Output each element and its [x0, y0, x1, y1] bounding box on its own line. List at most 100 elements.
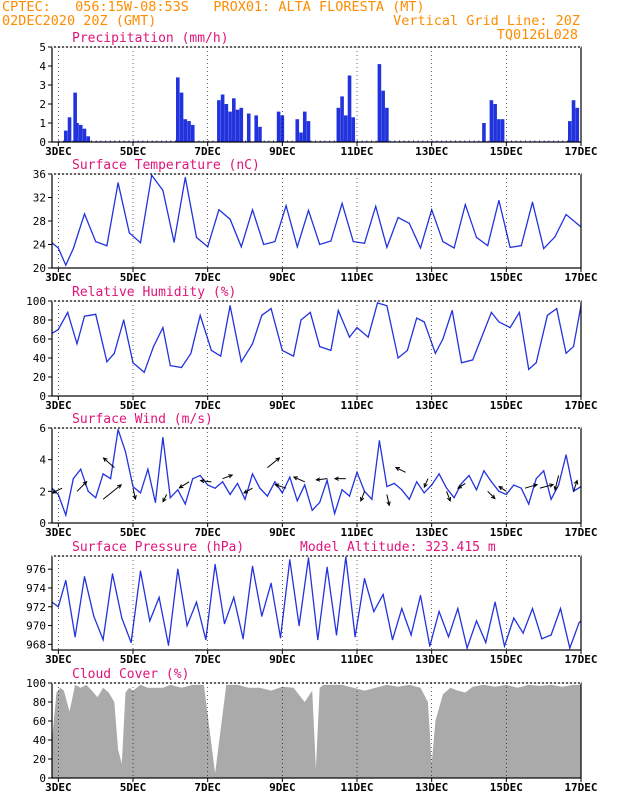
- wind-point: [520, 487, 522, 489]
- wind-point: [296, 500, 298, 502]
- precip-bar: [381, 90, 385, 142]
- wind-arrow: [573, 480, 578, 492]
- temperature-point: [442, 240, 444, 243]
- pressure-point: [83, 576, 86, 578]
- pressure-point: [513, 617, 515, 619]
- humidity-point: [479, 340, 481, 342]
- temperature-point: [375, 205, 377, 207]
- precip-trace-dot: [221, 140, 223, 142]
- x-tick-label: 17DEC: [564, 399, 597, 412]
- precip-bar: [306, 121, 311, 142]
- precip-bar: [86, 136, 91, 142]
- pressure-point: [149, 620, 151, 622]
- panel-title: Precipitation (mm/h): [72, 31, 229, 46]
- y-tick-label: 24: [33, 239, 47, 252]
- y-tick-label: 100: [26, 677, 46, 690]
- wind-point: [229, 493, 231, 496]
- temperature-point: [341, 202, 343, 204]
- precip-bar: [493, 104, 497, 142]
- precip-trace-dot: [417, 140, 419, 142]
- precip-trace-dot: [511, 140, 513, 142]
- humidity-point: [406, 349, 409, 351]
- temperature-point: [218, 209, 220, 211]
- wind-point: [169, 497, 171, 499]
- wind-point: [348, 495, 351, 497]
- wind-arrow-head: [117, 484, 123, 489]
- pressure-point: [335, 634, 338, 636]
- panel-temperature: 20 24 28 32 36 3DEC 5DEC 7DEC 9DEC 11DEC 13DEC 15DE…: [33, 158, 598, 284]
- precip-trace-dot: [408, 140, 410, 142]
- x-tick-label: 13DEC: [415, 271, 448, 284]
- wind-arrow-head: [132, 494, 137, 501]
- precip-trace-dot: [105, 140, 107, 142]
- pressure-point: [158, 596, 160, 598]
- temperature-point: [106, 245, 108, 247]
- wind-arrow: [275, 484, 287, 489]
- y-tick-label: 974: [26, 582, 46, 595]
- wind-arrow: [554, 475, 560, 491]
- x-tick-label: 3DEC: [45, 271, 72, 284]
- precip-trace-dot: [58, 140, 60, 142]
- wind-arrow: [243, 487, 253, 494]
- precip-bar: [500, 119, 505, 142]
- precip-trace-dot: [203, 140, 205, 142]
- pressure-point: [205, 639, 207, 641]
- y-tick-label: 0: [39, 517, 46, 530]
- x-tick-label: 17DEC: [564, 781, 597, 794]
- precip-bar: [299, 132, 303, 142]
- precip-bar: [497, 119, 501, 142]
- panel-frame: [51, 300, 582, 397]
- humidity-point: [416, 317, 418, 319]
- y-tick-label: 5: [39, 41, 46, 54]
- precip-trace-dot: [226, 140, 228, 142]
- humidity-point: [220, 355, 222, 357]
- x-tick-label: 13DEC: [415, 526, 448, 539]
- wind-point: [259, 487, 261, 489]
- precip-trace-dot: [343, 140, 345, 142]
- precip-trace-dot: [501, 140, 503, 142]
- pressure-point: [550, 634, 552, 636]
- precip-trace-dot: [207, 140, 209, 142]
- pressure-point: [494, 601, 496, 603]
- pressure-point: [279, 637, 282, 639]
- wind-point: [162, 436, 164, 439]
- pressure-point: [93, 615, 95, 617]
- precip-trace-dot: [338, 140, 340, 142]
- precip-trace-dot: [156, 140, 158, 142]
- wind-point: [184, 503, 186, 505]
- precip-bar: [344, 115, 348, 142]
- temperature-point: [498, 199, 500, 202]
- wind-arrow-head: [549, 483, 555, 488]
- header-line2-right: Vertical Grid Line: 20Z: [393, 13, 580, 29]
- y-tick-label: 968: [26, 638, 46, 651]
- wind-arrow-head: [490, 494, 496, 500]
- precip-trace-dot: [273, 140, 275, 142]
- temperature-point: [453, 247, 455, 249]
- y-tick-label: 100: [26, 295, 46, 308]
- precip-trace-dot: [91, 140, 93, 142]
- wind-arrow: [423, 478, 429, 488]
- pressure-point: [447, 636, 450, 638]
- pressure-point: [177, 568, 179, 570]
- humidity-point: [292, 355, 295, 357]
- wind-arrow-head: [162, 497, 167, 503]
- humidity-point: [423, 321, 425, 323]
- pressure-point: [419, 594, 422, 597]
- humidity-point: [535, 362, 537, 364]
- precip-trace-dot: [193, 140, 195, 142]
- precip-bar: [575, 107, 580, 142]
- y-tick-label: 20: [33, 262, 46, 275]
- x-tick-label: 9DEC: [269, 271, 296, 284]
- precip-trace-dot: [119, 140, 121, 142]
- x-tick-label: 3DEC: [45, 399, 72, 412]
- temperature-point: [128, 232, 130, 234]
- humidity-point: [556, 308, 558, 310]
- pressure-point: [74, 636, 76, 638]
- y-tick-label: 1: [39, 117, 46, 130]
- wind-point: [460, 482, 463, 485]
- precip-trace-dot: [329, 140, 331, 142]
- precip-trace-dot: [347, 140, 349, 142]
- precip-trace-dot: [539, 140, 541, 142]
- precip-trace-dot: [333, 140, 335, 142]
- precip-bar: [246, 113, 251, 142]
